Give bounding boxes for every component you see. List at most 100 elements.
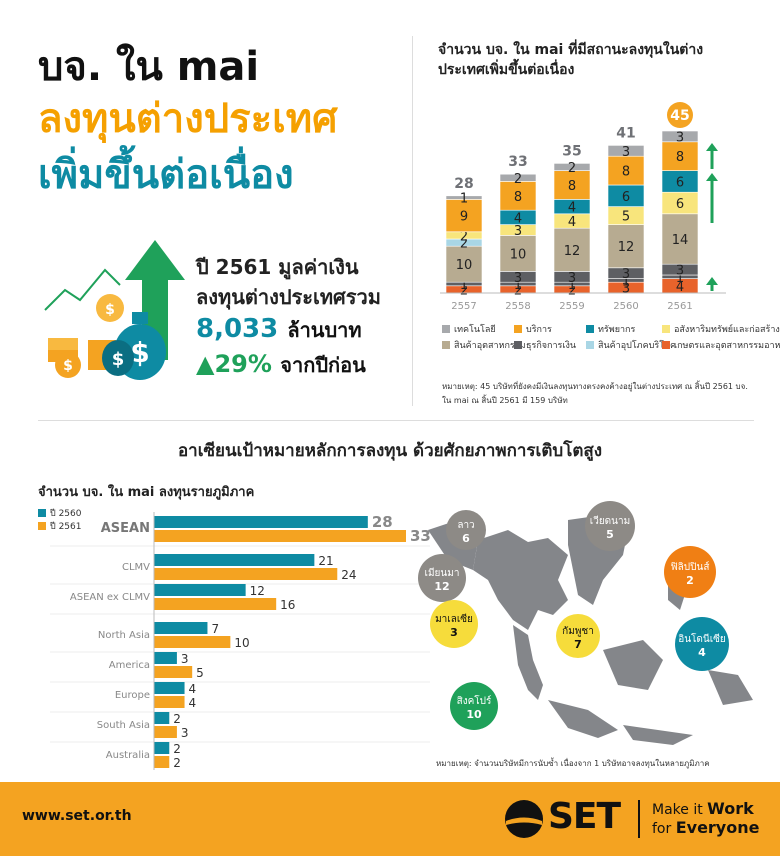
stacked-bar-segment <box>661 213 699 265</box>
category-label: ASEAN <box>101 521 150 536</box>
stacked-bar-segment <box>445 245 483 283</box>
category-label: Europe <box>115 690 150 701</box>
stacked-chart-title: จำนวน บจ. ใน mai ที่มีสถานะลงทุนในต่างปร… <box>438 42 704 78</box>
segment-label: 6 <box>676 197 684 212</box>
segment-label: 5 <box>622 210 630 225</box>
segment-label: 2 <box>568 283 576 298</box>
region-bar <box>154 742 170 754</box>
region-bar <box>154 682 185 694</box>
bar-value-label: 4 <box>189 682 197 696</box>
segment-label: 3 <box>676 264 684 279</box>
legend-item: เกษตรและอุตสาหกรรมอาหาร <box>662 338 780 352</box>
segment-label: 8 <box>568 179 576 194</box>
region-bar <box>154 598 277 610</box>
segment-label: 12 <box>564 244 581 259</box>
stacked-chart-note: หมายเหตุ: 45 บริษัทที่ยังคงมีเงินลงทุนทา… <box>442 382 748 405</box>
category-label: North Asia <box>98 630 150 641</box>
stacked-chart-legend: เทคโนโลยี บริการ ทรัพยากร อสังหาริมทรัพย์แล… <box>442 322 780 368</box>
stacked-bar-segment <box>445 195 483 200</box>
legend-label: ปี 2561 <box>50 522 82 532</box>
map-landmass-icon <box>428 515 753 745</box>
stacked-bar-segment <box>553 170 591 200</box>
tagline-part: Make it <box>652 802 708 818</box>
legend-swatch <box>586 325 594 333</box>
segment-label: 3 <box>622 267 630 282</box>
legend-swatch <box>514 325 522 333</box>
segment-label: 4 <box>676 280 684 295</box>
bar-value-label: 3 <box>181 652 189 666</box>
country-name: มาเลเซีย <box>435 613 473 625</box>
bar-value-label: 10 <box>234 636 249 650</box>
stacked-bar-segment <box>607 145 645 157</box>
highlight-growth-row: ▲29% จากปีก่อน <box>196 347 436 382</box>
stacked-bar-segment <box>499 173 537 182</box>
stacked-bar-segment <box>499 181 537 211</box>
country-bubble <box>675 617 729 671</box>
region-bar <box>154 516 368 528</box>
country-value: 2 <box>686 574 694 587</box>
region-bar <box>154 584 246 596</box>
category-label: CLMV <box>122 562 150 573</box>
country-value: 3 <box>450 626 458 639</box>
legend-swatch <box>442 341 450 349</box>
stacked-bar-segment <box>661 130 699 143</box>
bar-value-label: 28 <box>372 513 393 531</box>
stacked-bar-segment <box>607 155 645 186</box>
segment-label: 3 <box>514 224 522 239</box>
x-tick-label: 2558 <box>505 301 530 312</box>
legend-swatch <box>662 341 670 349</box>
segment-label: 10 <box>456 258 473 273</box>
money-illustration: $ $ $ $ <box>44 240 185 380</box>
section2-subtitle: จำนวน บจ. ใน mai ลงทุนรายภูมิภาค <box>38 485 255 500</box>
country-value: 6 <box>462 532 470 545</box>
svg-text:$: $ <box>130 336 149 369</box>
money-bag-icon: $ $ <box>102 312 166 380</box>
section-divider <box>38 420 754 421</box>
segment-label: 2 <box>514 172 522 187</box>
svg-text:$: $ <box>105 302 115 318</box>
segment-label: 4 <box>568 215 576 230</box>
region-bar <box>154 554 315 566</box>
highlight-growth: ▲29% <box>196 350 272 378</box>
legend-label: เกษตรและอุตสาหกรรมอาหาร <box>674 341 780 351</box>
x-tick-label: 2559 <box>559 301 584 312</box>
country-bubble <box>418 554 466 602</box>
segment-label: 3 <box>676 130 684 145</box>
region-bar <box>154 696 185 708</box>
total-label: 35 <box>562 143 581 159</box>
legend-item: เทคโนโลยี <box>442 322 496 336</box>
country-bubble <box>556 614 600 658</box>
country-bubble <box>450 682 498 730</box>
bar-value-label: 5 <box>196 666 204 680</box>
segment-label: 2 <box>514 283 522 298</box>
region-bar <box>154 568 338 580</box>
tagline-bold: Work <box>707 799 754 818</box>
legend-label: อสังหาริมทรัพย์และก่อสร้าง <box>674 325 780 335</box>
segment-label: 8 <box>622 165 630 180</box>
footer-bar <box>0 782 780 856</box>
legend-item: สินค้าอุตสาหกรรม <box>442 338 526 352</box>
country-name: เมียนมา <box>425 567 460 579</box>
segment-label: 6 <box>622 190 630 205</box>
total-highlight-badge <box>667 102 693 128</box>
legend-item: อสังหาริมทรัพย์และก่อสร้าง <box>662 322 780 336</box>
category-label: South Asia <box>97 720 150 731</box>
segment-label: 6 <box>676 175 684 190</box>
growth-arrowhead-icon <box>706 173 718 181</box>
segment-label: 2 <box>460 229 468 244</box>
highlight-growth-suffix: จากปีก่อน <box>280 353 366 377</box>
region-bar <box>154 712 170 724</box>
legend-label: สินค้าอุตสาหกรรม <box>454 341 526 351</box>
segment-label: 3 <box>568 271 576 286</box>
bar-value-label: 33 <box>410 527 431 545</box>
segment-label: 14 <box>672 233 689 248</box>
legend-label: สินค้าอุปโภคบริโภค <box>598 341 676 351</box>
category-label: ASEAN ex CLMV <box>70 592 150 603</box>
total-label: 28 <box>454 176 473 192</box>
x-tick-label: 2561 <box>667 301 692 312</box>
footer-url[interactable]: www.set.or.th <box>22 808 132 824</box>
headline-line1: บจ. ใน mai <box>38 44 260 90</box>
category-label: Australia <box>106 750 150 761</box>
